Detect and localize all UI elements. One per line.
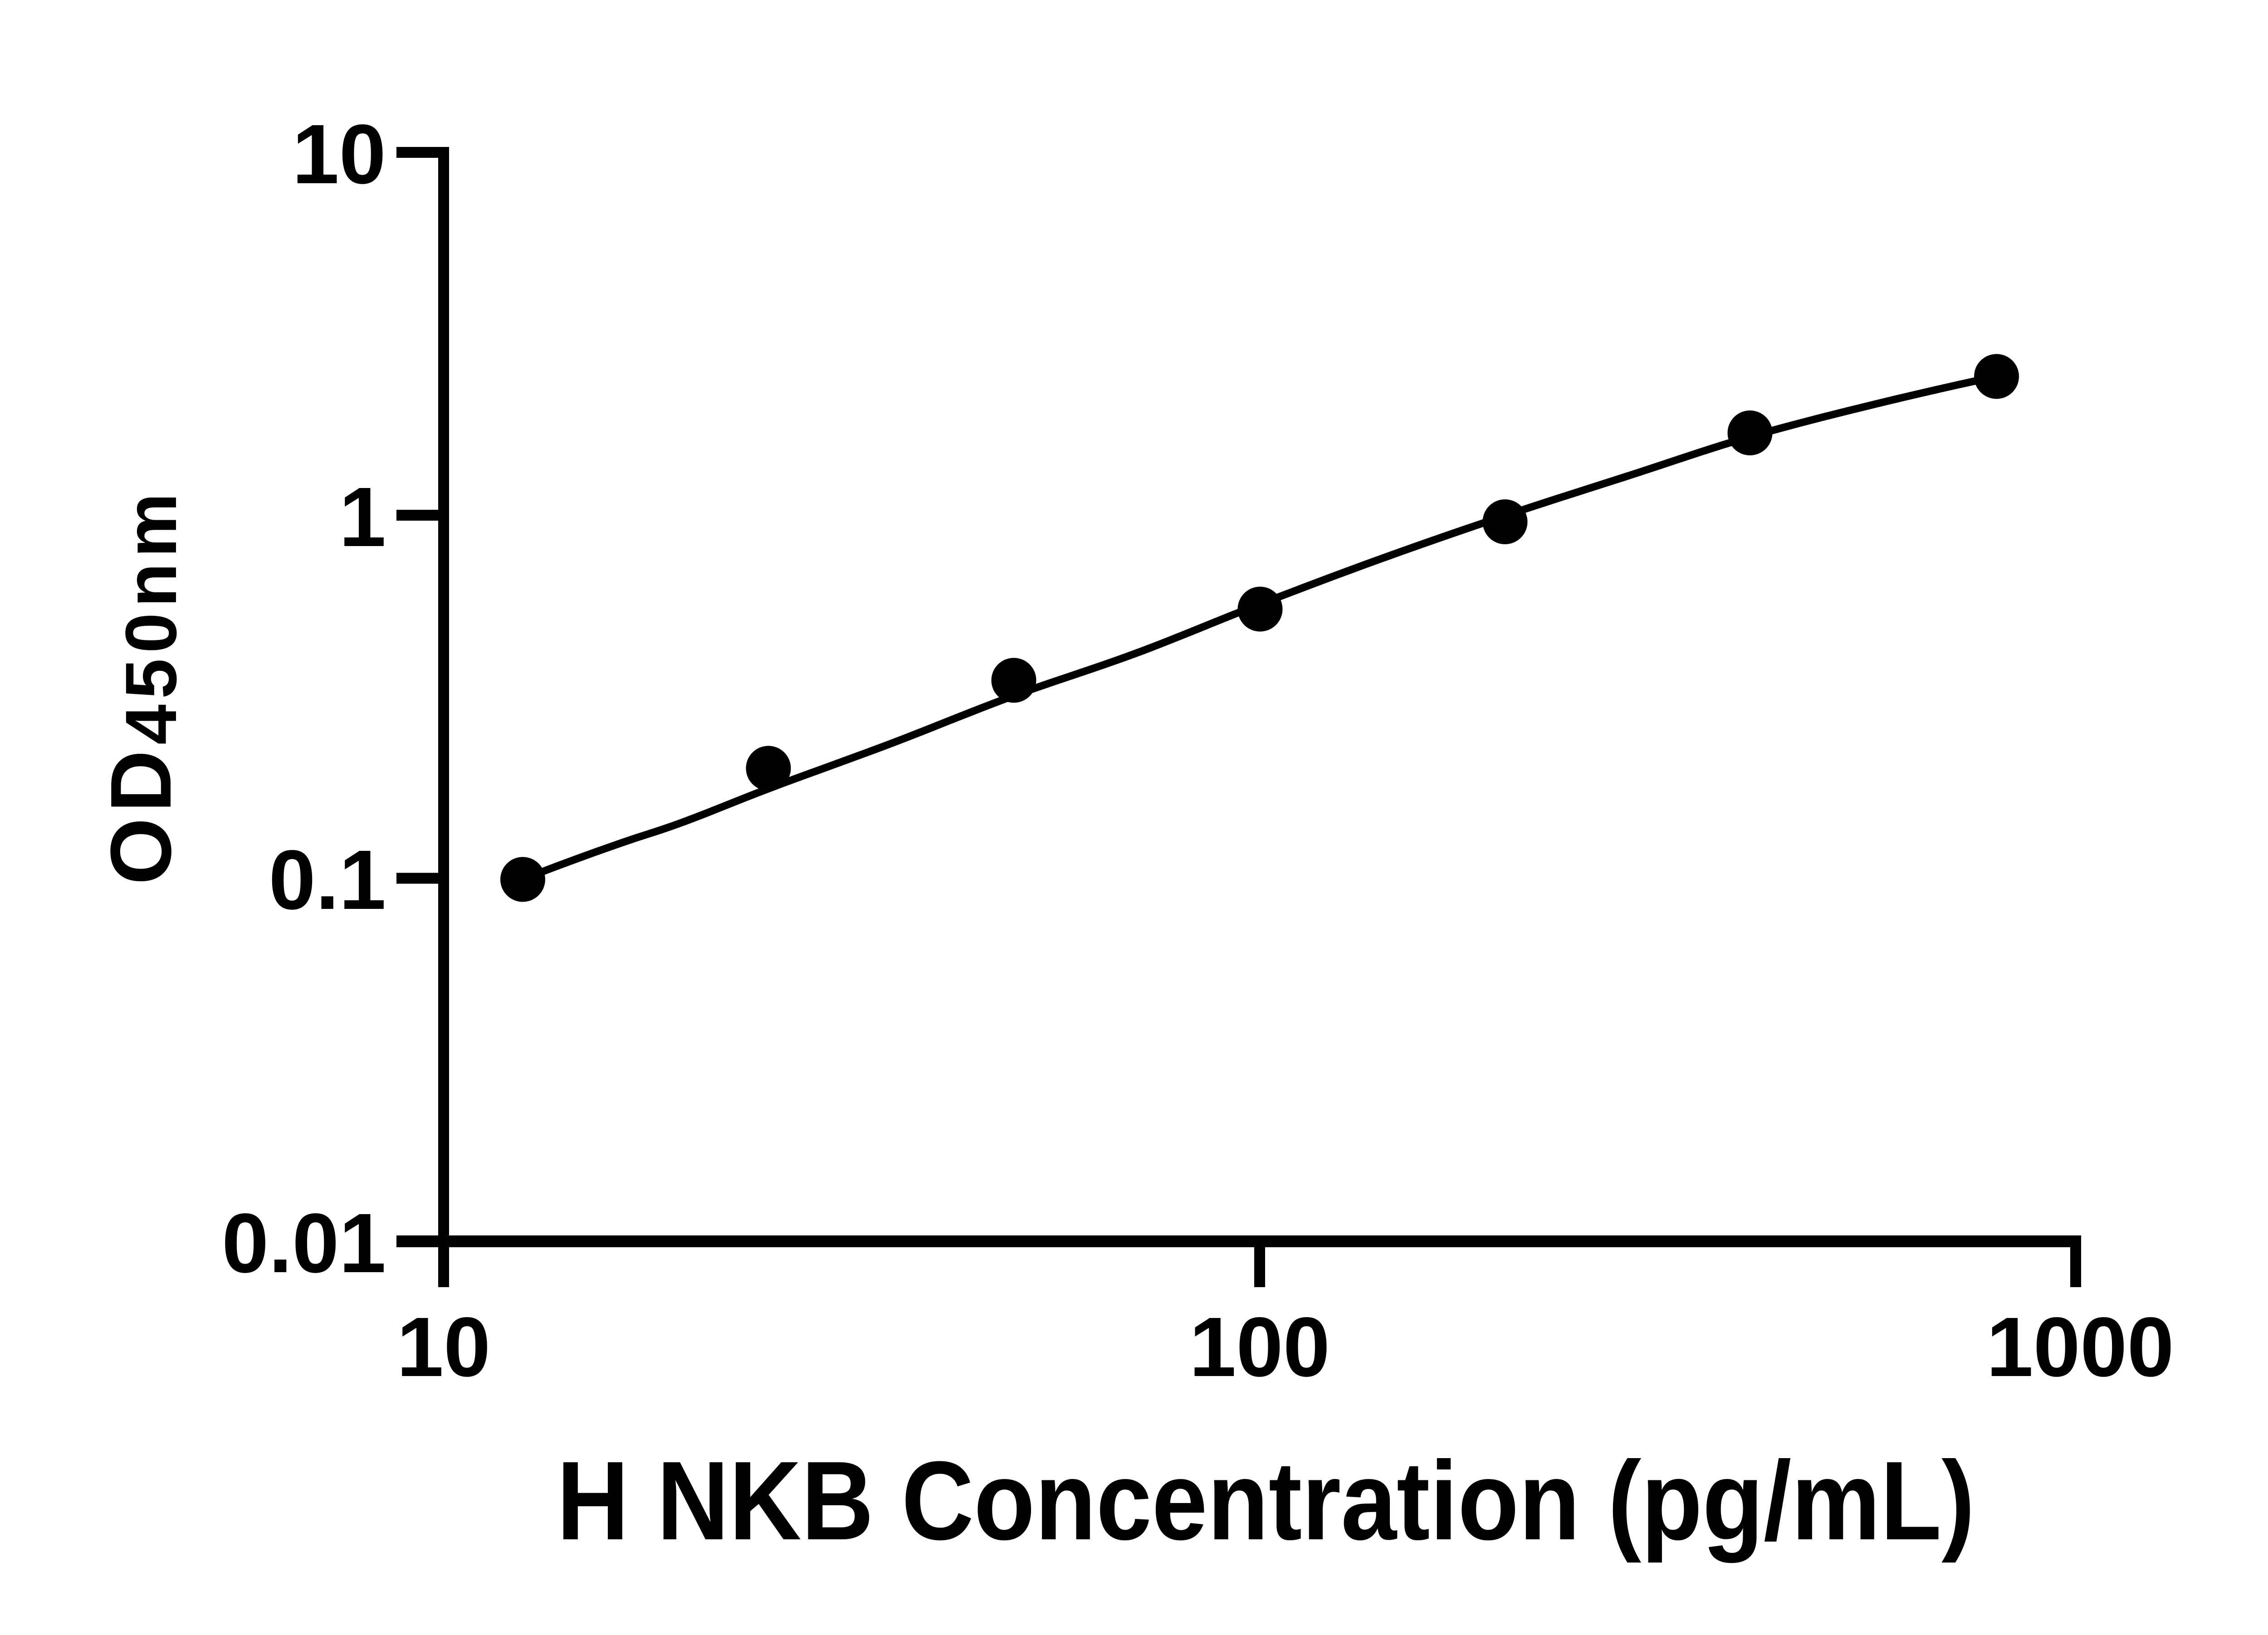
svg-text:100: 100 [1189, 1300, 1330, 1394]
svg-text:0.1: 0.1 [269, 833, 386, 927]
svg-text:10: 10 [292, 107, 386, 201]
svg-text:1: 1 [339, 470, 386, 564]
svg-text:10: 10 [397, 1300, 491, 1394]
svg-text:1000: 1000 [1986, 1300, 2174, 1394]
svg-text:H NKB Concentration (pg/mL): H NKB Concentration (pg/mL) [557, 1438, 1975, 1563]
svg-text:0.01: 0.01 [222, 1196, 386, 1290]
svg-text:OD450nm: OD450nm [93, 488, 191, 885]
